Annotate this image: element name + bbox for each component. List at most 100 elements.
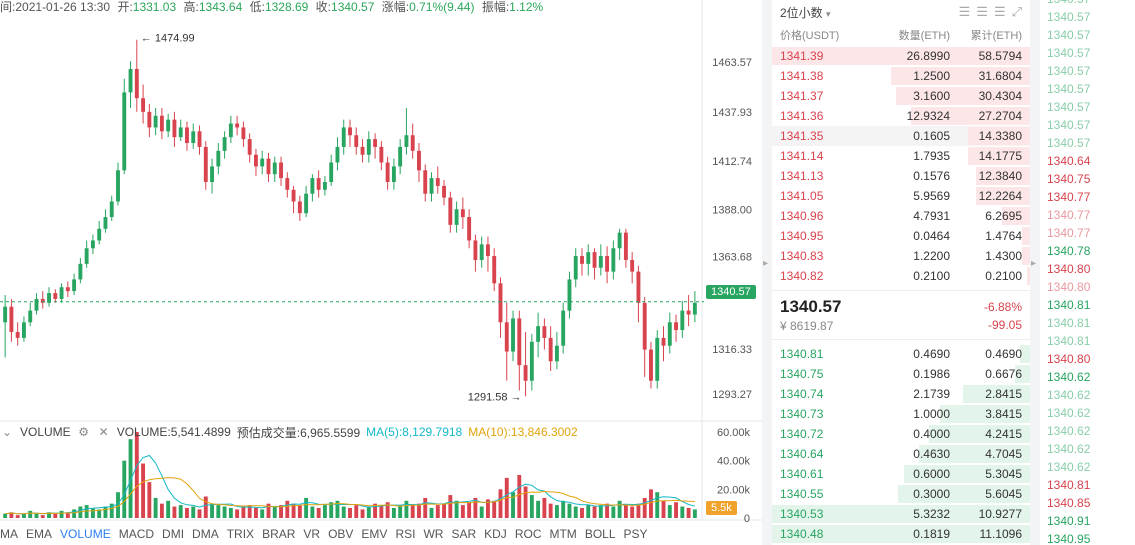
ask-row[interactable]: 1341.14 1.7935 14.1775 [772,146,1030,166]
view-both-icon[interactable]: ☰ [958,4,971,19]
indicator-tab[interactable]: VR [303,527,321,541]
collapse-arrow-icon[interactable]: ▸ [1031,258,1037,269]
bid-row[interactable]: 1340.64 0.4630 4.7045 [772,444,1030,464]
trade-price: 1340.81 [1047,316,1091,330]
candle-body [254,154,258,167]
volume-bar [22,513,26,518]
bid-row[interactable]: 1340.72 0.4000 4.2415 [772,424,1030,444]
bid-row[interactable]: 1340.48 0.1819 11.1096 [772,524,1030,544]
candle-body [297,201,302,214]
ask-row[interactable]: 1340.96 4.7931 6.2695 [772,206,1030,226]
indicator-tab[interactable]: BOLL [584,527,616,541]
order-book-header: 2位小数 ▾ ☰ ☰ ☰ ⤢ [772,0,1030,24]
bid-row[interactable]: 1340.81 0.4690 0.4690 [772,344,1030,364]
volume-bar [680,506,685,518]
candle-body [216,150,221,167]
price-tick: 1293.27 [712,389,752,401]
volume-bar [517,475,522,518]
bid-amount: 0.4630 [913,447,950,461]
ask-amount: 0.1605 [913,129,950,143]
collapse-arrow-icon[interactable]: ▸ [763,258,769,269]
col-price: 价格(USDT) [780,30,840,42]
ask-row[interactable]: 1341.35 0.1605 14.3380 [772,126,1030,146]
volume-bar [385,502,390,518]
trade-price: 1340.57 [1047,100,1091,114]
last-price: 1340.57 [780,297,842,316]
kline-chart[interactable]: 1463.57 1437.93 1412.74 1388.00 1363.68 1316.… [0,0,762,545]
settings-gear-icon[interactable]: ⚙ [78,425,90,439]
indicator-tab[interactable]: VOLUME [60,527,111,541]
volume-bar [667,505,672,518]
indicator-tab[interactable]: EMA [26,527,53,541]
indicator-tab[interactable]: RSI [395,527,416,541]
indicator-tabs: MA EMA VOLUME MACD DMI DMA TRIX BRAR VR OBV EMV RSI… [0,524,656,544]
bid-price: 1340.61 [780,467,824,481]
ask-amount: 0.0464 [913,229,950,243]
bid-row[interactable]: 1340.61 0.6000 5.3045 [772,464,1030,484]
bid-amount: 1.0000 [913,407,950,421]
candle-body [655,337,660,381]
indicator-tab[interactable]: OBV [328,527,354,541]
ask-row[interactable]: 1341.37 3.1600 30.4304 [772,86,1030,106]
ask-row[interactable]: 1341.39 26.8990 58.5794 [772,46,1030,66]
indicator-tab[interactable]: BRAR [262,527,296,541]
candle-body [272,162,277,175]
indicator-tab[interactable]: TRIX [226,527,255,541]
trade-price: 1340.62 [1047,424,1091,438]
volume-bar [297,505,302,518]
ask-row[interactable]: 1340.95 0.0464 1.4764 [772,226,1030,246]
ask-price: 1341.14 [780,149,824,163]
indicator-tab[interactable]: DMA [192,527,219,541]
candle-body [285,178,290,190]
bid-row[interactable]: 1340.53 5.3232 10.9277 [772,504,1030,524]
ask-row[interactable]: 1340.83 1.2200 1.4300 [772,246,1030,266]
trade-price: 1340.91 [1047,514,1091,528]
ask-row[interactable]: 1341.36 12.9324 27.2704 [772,106,1030,126]
ask-row[interactable]: 1340.82 0.2100 0.2100 [772,266,1030,286]
candle-body [636,271,641,303]
indicator-tab[interactable]: KDJ [484,527,507,541]
indicator-tab[interactable]: MACD [118,527,155,541]
candle-body [360,146,365,155]
bid-row[interactable]: 1340.73 1.0000 3.8415 [772,404,1030,424]
collapse-icon[interactable]: ⌄ [1,425,13,439]
bid-total: 11.1096 [979,527,1023,541]
indicator-tab[interactable]: EMV [361,527,388,541]
volume-bar [329,502,334,518]
candle-body [147,111,152,128]
expand-icon[interactable]: ⤢ [1011,4,1022,19]
panel-divider-2[interactable]: ▸ [1030,0,1040,545]
ask-row[interactable]: 1341.05 5.9569 12.2264 [772,186,1030,206]
kline-svg[interactable]: 1463.57 1437.93 1412.74 1388.00 1363.68 1316.… [0,0,762,545]
trade-price: 1340.57 [1040,0,1135,8]
bid-row[interactable]: 1340.55 0.3000 5.6045 [772,484,1030,504]
indicator-tab[interactable]: MTM [549,527,577,541]
indicator-tab[interactable]: SAR [451,527,477,541]
volume-bar [354,505,359,518]
ask-row[interactable]: 1341.13 0.1576 12.3840 [772,166,1030,186]
volume-bar [674,502,678,518]
close-icon[interactable]: ✕ [98,425,109,439]
indicator-tab[interactable]: PSY [623,527,648,541]
candle-body [172,119,177,138]
indicator-tab[interactable]: ROC [514,527,542,541]
volume-bar [498,489,503,518]
trade-price: 1340.81 [1047,298,1091,312]
panel-divider[interactable]: ▸ [762,0,772,545]
view-bids-icon[interactable]: ☰ [976,4,988,19]
bid-amount: 0.4690 [913,347,950,361]
bid-row[interactable]: 1340.74 2.1739 2.8415 [772,384,1030,404]
volume-bar [529,495,534,518]
view-asks-icon[interactable]: ☰ [993,4,1006,19]
indicator-tab[interactable]: DMI [162,527,185,541]
ask-row[interactable]: 1341.38 1.2500 31.6804 [772,66,1030,86]
precision-select[interactable]: 2位小数 ▾ [780,4,831,21]
trade-price: 1340.64 [1047,154,1091,168]
indicator-tab[interactable]: MA [0,527,18,541]
volume-ma10-line [5,477,695,515]
candle-body [78,263,83,280]
candle-body [341,127,346,147]
bid-row[interactable]: 1340.75 0.1986 0.6676 [772,364,1030,384]
candle-body [348,127,352,136]
indicator-tab[interactable]: WR [423,527,444,541]
